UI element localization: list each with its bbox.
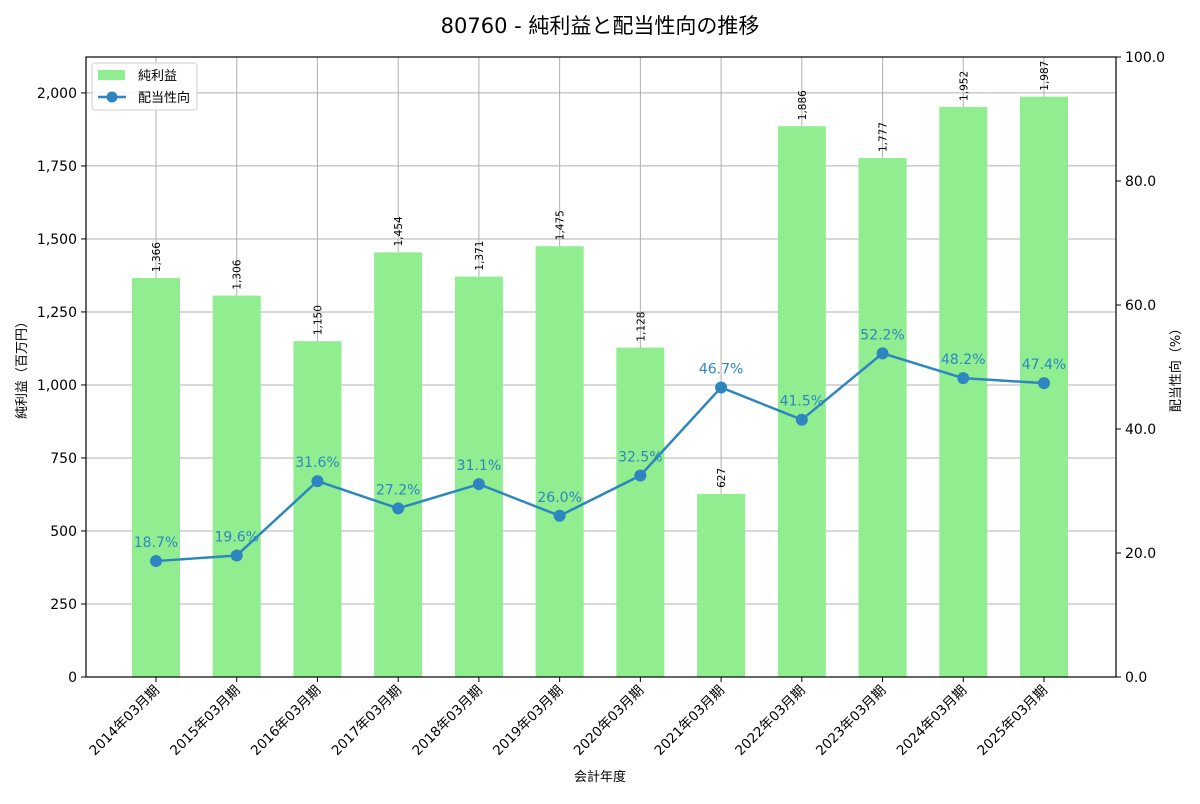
- bar-value-label: 1,886: [797, 90, 809, 120]
- y-tick-label-left: 1,500: [37, 232, 77, 248]
- bar-value-label: 1,366: [151, 242, 163, 272]
- line-value-label: 27.2%: [376, 482, 420, 498]
- bar-value-label: 1,306: [232, 259, 244, 289]
- y-tick-label-right: 80.0: [1125, 174, 1156, 190]
- line-value-label: 41.5%: [780, 394, 824, 410]
- bar-value-label: 627: [716, 468, 728, 488]
- data-point-marker: [472, 478, 485, 491]
- data-point-marker: [957, 372, 970, 385]
- x-tick-label: 2022年03月期: [732, 683, 808, 759]
- x-tick-label: 2025年03月期: [974, 683, 1050, 759]
- bar: [212, 295, 261, 677]
- bar: [939, 106, 988, 677]
- line-value-label: 31.1%: [457, 458, 501, 474]
- bar-value-label: 1,987: [1039, 61, 1051, 91]
- bar: [616, 347, 665, 677]
- y-tick-label-right: 100.0: [1125, 50, 1165, 66]
- chart-title: 80760 - 純利益と配当性向の推移: [441, 14, 760, 38]
- line-value-label: 18.7%: [134, 535, 178, 551]
- y-tick-label-left: 1,000: [37, 378, 77, 394]
- x-axis-label: 会計年度: [574, 769, 626, 785]
- bar-value-label: 1,371: [474, 241, 486, 271]
- bar: [454, 276, 503, 677]
- right-y-axis: 0.0 20.0 40.0 60.0 80.0 100.0: [1116, 50, 1165, 686]
- line-value-label: 26.0%: [537, 490, 581, 506]
- left-y-axis: 0 250 500 750 1,000 1,250 1,500 1,750 2,000: [37, 86, 86, 686]
- line-value-label: 46.7%: [699, 361, 743, 377]
- x-tick-label: 2017年03月期: [329, 683, 405, 759]
- bar-value-label: 1,454: [393, 216, 405, 246]
- data-point-marker: [634, 469, 647, 482]
- y-tick-label-left: 1,750: [37, 159, 77, 175]
- data-point-marker: [876, 347, 889, 360]
- bar-value-label: 1,777: [878, 122, 890, 152]
- y-tick-label-left: 250: [50, 597, 77, 613]
- data-point-marker: [1038, 377, 1050, 390]
- y-tick-label-right: 20.0: [1125, 546, 1156, 562]
- data-point-marker: [553, 509, 566, 522]
- bar-series-net-income: [132, 96, 1068, 678]
- bar: [374, 252, 423, 678]
- data-point-marker: [795, 413, 808, 426]
- data-point-marker: [230, 549, 243, 562]
- x-tick-label: 2016年03月期: [248, 683, 324, 759]
- bar: [858, 158, 907, 678]
- y-tick-label-left: 0: [68, 670, 77, 686]
- x-tick-label: 2019年03月期: [490, 683, 566, 759]
- x-tick-label: 2020年03月期: [571, 683, 647, 759]
- bar-value-label: 1,128: [635, 312, 647, 342]
- y-tick-label-left: 750: [50, 451, 77, 467]
- x-tick-label: 2018年03月期: [409, 683, 485, 759]
- y-tick-label-left: 2,000: [37, 86, 77, 102]
- y-tick-label-right: 60.0: [1125, 298, 1156, 314]
- y-tick-label-left: 500: [50, 524, 77, 540]
- plot-frame: [85, 56, 1117, 678]
- x-tick-label: 2024年03月期: [894, 683, 970, 759]
- bar: [535, 246, 584, 677]
- line-value-labels: 18.7% 19.6% 31.6% 27.2% 31.1% 26.0% 32.5% 46.7%…: [134, 327, 1066, 551]
- bar-value-labels: 1,366 1,306 1,150 1,454 1,371 1,475 1,128 627 1,…: [151, 61, 1051, 488]
- line-value-label: 32.5%: [618, 450, 662, 466]
- x-tick-label: 2015年03月期: [167, 683, 243, 759]
- y-tick-label-left: 1,250: [37, 305, 77, 321]
- bar: [132, 278, 180, 677]
- y-tick-label-right: 40.0: [1125, 422, 1156, 438]
- bar-value-label: 1,150: [312, 305, 324, 335]
- bar-value-label: 1,475: [555, 210, 567, 240]
- legend-label-payout-ratio: 配当性向: [138, 90, 190, 106]
- legend-swatch-bar: [98, 70, 125, 80]
- line-value-label: 47.4%: [1022, 357, 1066, 373]
- data-point-marker: [392, 502, 405, 515]
- y-axis-label-left: 純利益（百万円）: [15, 315, 30, 419]
- line-path: [155, 352, 1045, 563]
- bar: [293, 341, 342, 677]
- legend-label-net-income: 純利益: [138, 69, 177, 84]
- line-value-label: 19.6%: [214, 529, 258, 545]
- data-point-marker: [311, 475, 324, 488]
- bar-value-label: 1,952: [958, 71, 970, 101]
- x-axis: 2014年03月期 2015年03月期 2016年03月期 2017年03月期 2018…: [86, 677, 1051, 759]
- legend-marker-icon: [106, 91, 118, 103]
- x-tick-label: 2023年03月期: [813, 683, 889, 759]
- y-tick-label-right: 0.0: [1125, 670, 1147, 686]
- data-point-marker: [715, 381, 728, 394]
- data-point-marker: [150, 555, 162, 568]
- line-series-payout-ratio: [150, 347, 1050, 568]
- line-value-label: 48.2%: [941, 352, 985, 368]
- legend: 純利益 配当性向: [91, 62, 198, 111]
- bar: [697, 493, 746, 677]
- bar: [777, 126, 826, 677]
- line-value-label: 31.6%: [295, 455, 339, 471]
- line-value-label: 52.2%: [860, 327, 904, 343]
- x-tick-label: 2021年03月期: [652, 683, 728, 759]
- y-axis-label-right: 配当性向（%）: [1168, 322, 1184, 412]
- x-tick-label: 2014年03月期: [86, 683, 162, 759]
